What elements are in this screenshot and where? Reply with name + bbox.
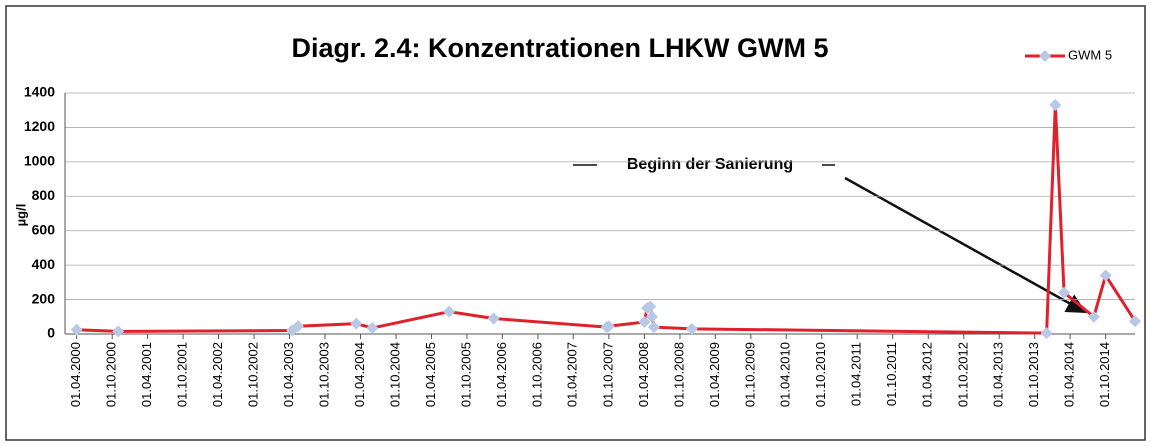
series-line — [76, 104, 1137, 335]
y-tick-label: 600 — [32, 221, 56, 237]
y-tick-label: 800 — [32, 187, 56, 203]
data-point — [350, 317, 363, 330]
y-tick-label: 1000 — [24, 153, 55, 169]
data-point — [1087, 310, 1100, 323]
x-tick-label: 01.04.2007 — [565, 342, 580, 407]
x-tick-label: 01.10.2002 — [245, 342, 260, 407]
data-point — [112, 325, 125, 338]
data-point — [443, 305, 456, 318]
x-tick-label: 01.04.2010 — [778, 342, 793, 407]
y-tick-label: 1400 — [24, 84, 55, 100]
x-tick-label: 01.10.2006 — [529, 342, 544, 407]
x-tick-label: 01.10.2004 — [388, 342, 403, 407]
x-tick-label: 01.04.2012 — [920, 342, 935, 407]
y-axis-label: µg/l — [13, 204, 28, 227]
data-point — [70, 323, 83, 336]
x-tick-label: 01.04.2009 — [707, 342, 722, 407]
x-tick-label: 01.04.2004 — [352, 342, 367, 407]
x-tick-label: 01.04.2006 — [494, 342, 509, 407]
data-point — [366, 321, 379, 334]
annotation: Beginn der Sanierung — [627, 156, 793, 173]
x-tick-label: 01.04.2003 — [281, 342, 296, 407]
y-tick-label: 200 — [32, 290, 56, 306]
x-tick-label: 01.10.2013 — [1026, 342, 1041, 407]
x-tick-label: 01.04.2005 — [423, 342, 438, 407]
x-tick-label: 01.10.2000 — [104, 342, 119, 407]
x-tick-label: 01.10.2005 — [458, 342, 473, 407]
data-point — [638, 315, 651, 328]
x-tick-label: 01.04.2008 — [636, 342, 651, 407]
y-tick-label: 400 — [32, 256, 56, 272]
x-tick-label: 01.04.2014 — [1062, 342, 1077, 407]
data-point — [644, 300, 657, 313]
x-tick-label: 01.10.2003 — [316, 342, 331, 407]
x-tick-label: 01.10.2009 — [742, 342, 757, 407]
x-tick-label: 01.04.2011 — [849, 342, 864, 406]
y-tick-label: 0 — [47, 325, 55, 341]
x-tick-label: 01.10.2011 — [884, 342, 899, 406]
x-tick-label: 01.10.2001 — [175, 342, 190, 407]
data-point — [291, 320, 304, 333]
data-point — [645, 310, 658, 323]
chart-title: Diagr. 2.4: Konzentrationen LHKW GWM 5 — [291, 33, 828, 63]
legend-label: GWM 5 — [1068, 47, 1112, 62]
annotation-arrow — [844, 176, 1087, 314]
x-tick-label: 01.04.2013 — [991, 342, 1006, 407]
y-tick-label: 1200 — [24, 118, 55, 134]
x-tick-label: 01.10.2007 — [600, 342, 615, 407]
data-point — [685, 322, 698, 335]
data-point — [487, 312, 500, 325]
data-point — [647, 321, 660, 334]
x-tick-label: 01.04.2001 — [139, 342, 154, 407]
data-point — [1040, 327, 1053, 340]
data-point — [1129, 315, 1141, 328]
x-tick-label: 01.10.2012 — [955, 342, 970, 407]
frame — [5, 5, 1146, 441]
x-tick-label: 01.04.2002 — [210, 342, 225, 407]
data-point — [602, 320, 615, 333]
x-tick-label: 01.04.2000 — [68, 342, 83, 407]
data-point — [1099, 269, 1112, 282]
x-tick-label: 01.10.2010 — [813, 342, 828, 407]
data-point — [1058, 286, 1071, 299]
x-tick-label: 01.10.2008 — [671, 342, 686, 407]
legend-marker — [1039, 50, 1051, 62]
data-point — [1049, 99, 1062, 112]
x-tick-label: 01.10.2014 — [1097, 342, 1112, 407]
